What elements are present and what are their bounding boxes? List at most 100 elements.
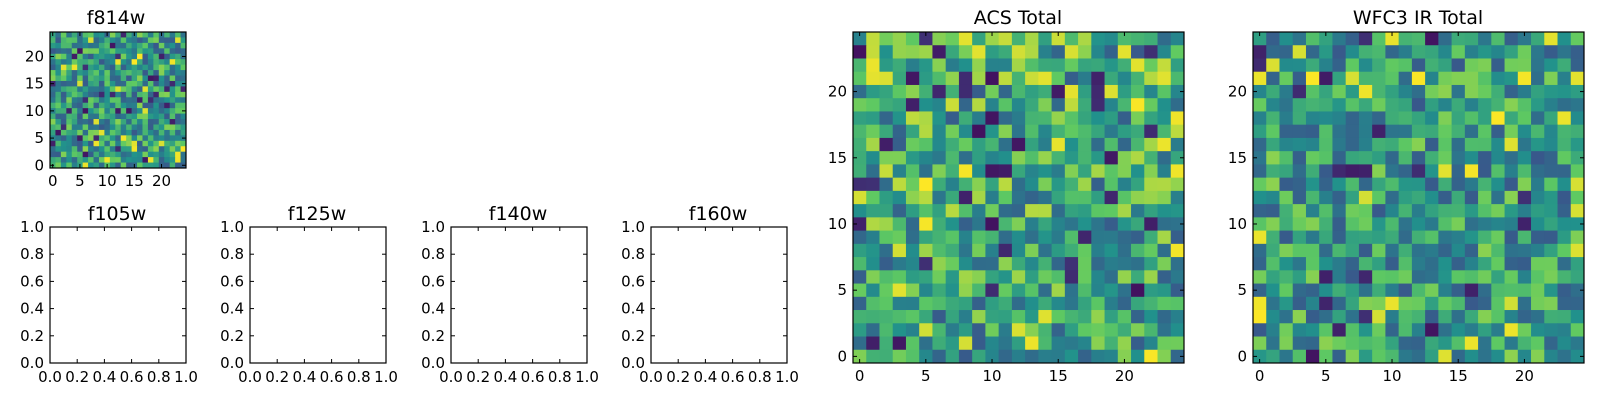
heatmap-cell (1531, 190, 1545, 205)
heatmap-cell (1131, 336, 1145, 351)
heatmap-cell (1385, 84, 1400, 99)
heatmap-cell (1332, 84, 1347, 99)
heatmap-cell (853, 349, 867, 364)
heatmap-cell (1038, 336, 1052, 351)
heatmap-cell (93, 135, 100, 142)
heatmap-cell (131, 140, 138, 147)
heatmap-cell (55, 140, 62, 147)
heatmap-cell (1117, 283, 1132, 298)
heatmap-cell (1425, 45, 1439, 59)
heatmap-cell (1531, 283, 1545, 298)
heatmap-cell (1438, 310, 1452, 324)
heatmap-cell (147, 97, 154, 104)
heatmap-cell (1038, 349, 1052, 364)
heatmap-cell (958, 217, 973, 231)
heatmap-cell (66, 135, 73, 142)
heatmap-cell (104, 53, 111, 60)
heatmap-cell (1319, 349, 1333, 364)
heatmap-cell (1557, 204, 1572, 218)
heatmap-cell (82, 48, 89, 55)
heatmap-cell (1064, 151, 1079, 165)
heatmap-cell (1491, 323, 1505, 337)
heatmap-cell (1104, 190, 1119, 205)
heatmap-cell (175, 42, 181, 49)
heatmap-cell (1425, 310, 1439, 324)
heatmap-cell (1464, 230, 1479, 245)
heatmap-cell (153, 129, 160, 136)
heatmap-cell (1358, 151, 1373, 165)
heatmap-cell (1464, 45, 1479, 59)
heatmap-cell (1011, 190, 1026, 205)
heatmap-cell (1144, 190, 1158, 205)
heatmap-cell (60, 75, 67, 82)
heatmap-cell (1332, 164, 1347, 179)
heatmap-cell (1144, 111, 1158, 126)
heatmap-cell (945, 151, 960, 165)
heatmap-cell (1544, 270, 1558, 284)
heatmap-cell (972, 230, 986, 245)
x-tick-label: 5 (1321, 367, 1331, 385)
heatmap-cell (169, 48, 176, 55)
heatmap-cell (1266, 71, 1280, 86)
heatmap-cell (109, 140, 116, 147)
heatmap-cell (866, 84, 880, 99)
heatmap-cell (1131, 283, 1145, 298)
heatmap-cell (1025, 257, 1039, 271)
heatmap-cell (1253, 323, 1267, 337)
heatmap-cell (77, 42, 84, 49)
heatmap-cell (958, 190, 973, 205)
heatmap-cell (998, 310, 1013, 324)
panel-title: WFC3 IR Total (1353, 7, 1483, 29)
heatmap-cell (1131, 217, 1145, 231)
heatmap-cell (1131, 243, 1145, 258)
heatmap-cell (1292, 45, 1307, 59)
heatmap-cell (98, 59, 105, 66)
heatmap-cell (1544, 349, 1558, 364)
heatmap-cell (1570, 230, 1585, 245)
heatmap-cell (1438, 45, 1452, 59)
heatmap-cell (1504, 164, 1519, 179)
heatmap-cell (1411, 71, 1426, 86)
heatmap-cell (1051, 32, 1066, 46)
heatmap-cell (98, 157, 105, 163)
heatmap-cell (1051, 243, 1066, 258)
heatmap-cell (1025, 84, 1039, 99)
heatmap-cell (1292, 164, 1307, 179)
heatmap-cell (958, 151, 973, 165)
heatmap-cell (120, 75, 127, 82)
heatmap-cell (82, 97, 89, 104)
heatmap-cell (905, 32, 920, 46)
heatmap-cell (1078, 283, 1092, 298)
y-tick-label: 0 (34, 156, 44, 174)
heatmap-cell (1305, 151, 1320, 165)
heatmap-cell (1253, 137, 1267, 152)
heatmap-cell (169, 162, 176, 169)
heatmap-cell (153, 59, 160, 66)
heatmap-cell (905, 58, 920, 73)
heatmap-cell (1557, 71, 1572, 86)
heatmap-cell (1104, 32, 1119, 46)
heatmap-cell (1011, 204, 1026, 218)
heatmap-cell (1570, 124, 1585, 139)
heatmap-cell (131, 97, 138, 104)
heatmap-cell (60, 80, 67, 87)
heatmap-cell (109, 146, 116, 153)
heatmap-cell (82, 64, 89, 71)
heatmap-cell (985, 283, 1000, 298)
heatmap-cell (853, 283, 867, 298)
heatmap-cell (1157, 296, 1172, 311)
heatmap-cell (55, 151, 62, 158)
heatmap-cell (1038, 137, 1052, 152)
heatmap-cell (1464, 323, 1479, 337)
heatmap-cell (164, 37, 171, 44)
heatmap-cell (1319, 323, 1333, 337)
heatmap-cell (169, 119, 176, 125)
heatmap-cell (1398, 204, 1413, 218)
heatmap-cell (1570, 151, 1585, 165)
heatmap-cell (137, 37, 143, 44)
heatmap-cell (175, 119, 181, 125)
heatmap-cell (1279, 190, 1294, 205)
heatmap-cell (958, 32, 973, 46)
heatmap-cell (55, 119, 62, 125)
heatmap-cell (169, 157, 176, 163)
